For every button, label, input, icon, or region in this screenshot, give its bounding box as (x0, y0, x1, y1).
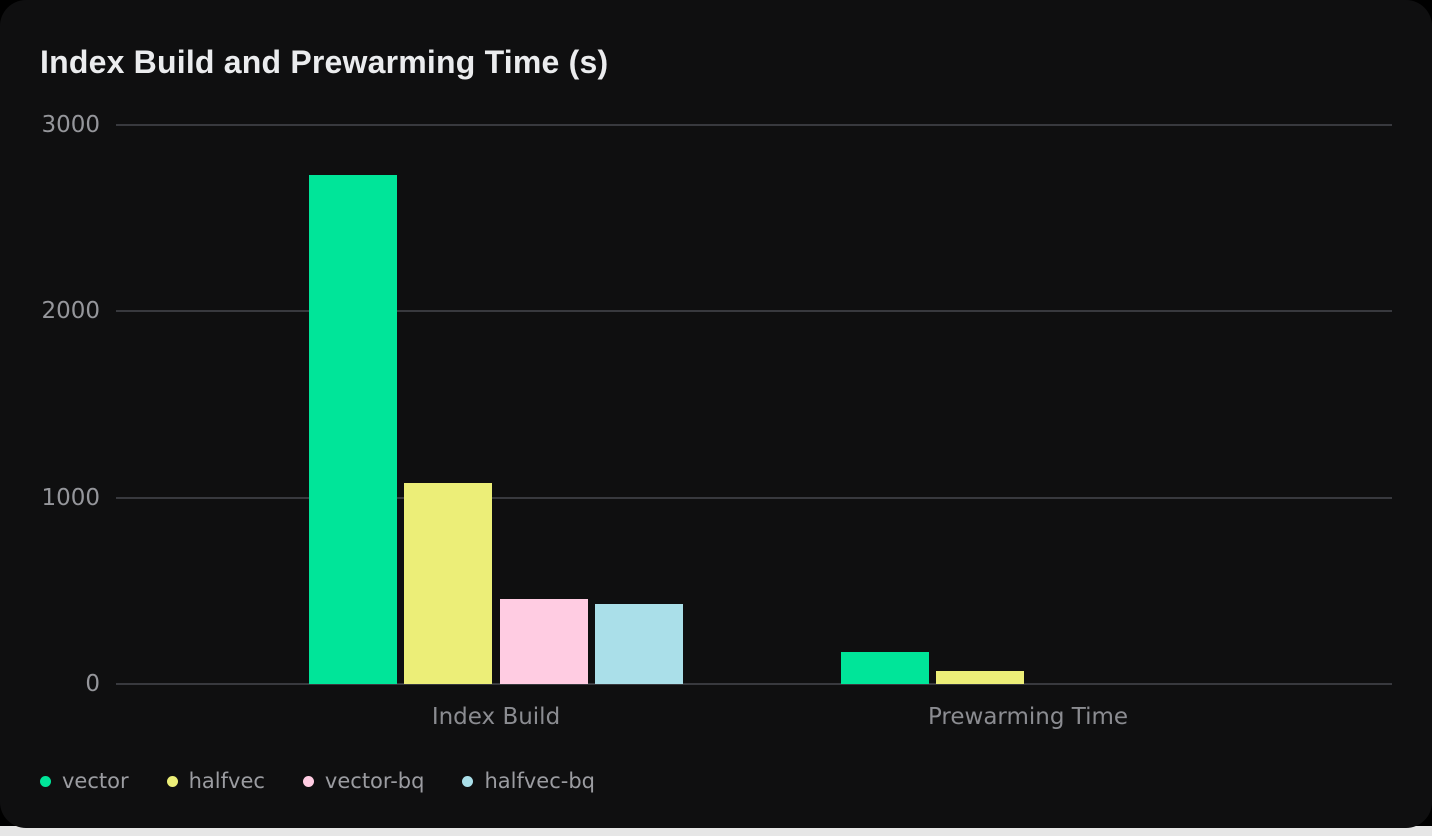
gridline-3000 (116, 124, 1392, 126)
legend-dot-icon-halfvec-bq (462, 775, 474, 787)
legend-label-halfvec: halfvec (188, 769, 265, 793)
y-tick-label-1000: 1000 (41, 484, 100, 511)
x-category-label-prewarming-time: Prewarming Time (927, 704, 1129, 730)
legend-dot-icon-vector (40, 775, 51, 787)
gridline-2000 (116, 310, 1392, 313)
bar-halfvec-bq-index-build[interactable] (595, 604, 684, 684)
legend-label-halfvec-bq: halfvec-bq (484, 769, 595, 793)
bar-halfvec-index-build[interactable] (404, 483, 493, 684)
y-tick-label-2000: 2000 (41, 298, 100, 325)
legend-dot-icon-halfvec (166, 775, 178, 787)
y-tick-label-3000: 3000 (41, 112, 100, 138)
legend-label-vector-bq: vector-bq (324, 769, 425, 793)
chart-title: Index Build and Prewarming Time (s) (40, 44, 609, 80)
legend-dot-icon-vector-bq (302, 775, 314, 787)
y-tick-label-0: 0 (85, 671, 100, 697)
bar-vector-prewarming-time[interactable] (840, 652, 929, 684)
gridline-0 (116, 683, 1392, 685)
bar-vector-index-build[interactable] (308, 175, 397, 684)
legend: vector halfvec vector-bq halfvec-bq (40, 769, 595, 793)
page-bottom-strip (0, 826, 1432, 836)
legend-item-halfvec[interactable]: halfvec (166, 769, 265, 793)
bar-vector-bq-index-build[interactable] (499, 599, 588, 684)
x-category-label-index-build: Index Build (431, 704, 561, 730)
legend-item-vector-bq[interactable]: vector-bq (302, 769, 425, 793)
bar-halfvec-prewarming-time[interactable] (936, 671, 1025, 684)
gridline-1000 (116, 496, 1392, 499)
legend-label-vector: vector (62, 769, 129, 793)
legend-item-halfvec-bq[interactable]: halfvec-bq (462, 769, 595, 793)
legend-item-vector[interactable]: vector (40, 769, 129, 793)
